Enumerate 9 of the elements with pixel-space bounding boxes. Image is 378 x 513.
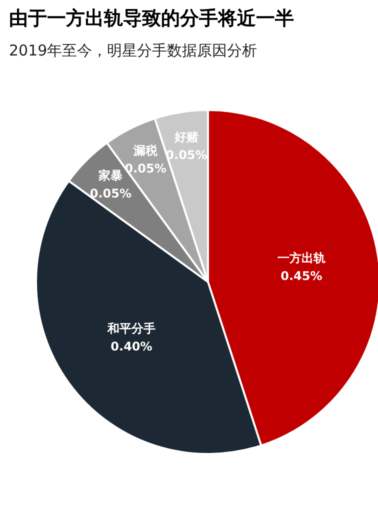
slice-label: 和平分手: [106, 322, 156, 336]
slice-label: 家暴: [98, 168, 123, 183]
slice-label: 漏税: [132, 143, 159, 158]
chart-title: 由于一方出轨导致的分手将近一半: [9, 8, 294, 30]
data-label: 0.40%: [110, 340, 152, 354]
data-label: 0.05%: [90, 186, 132, 201]
chart-subtitle: 2019年至今，明星分手数据原因分析: [9, 42, 258, 60]
data-label: 0.45%: [280, 269, 322, 284]
slice-label: 一方出轨: [277, 251, 326, 266]
